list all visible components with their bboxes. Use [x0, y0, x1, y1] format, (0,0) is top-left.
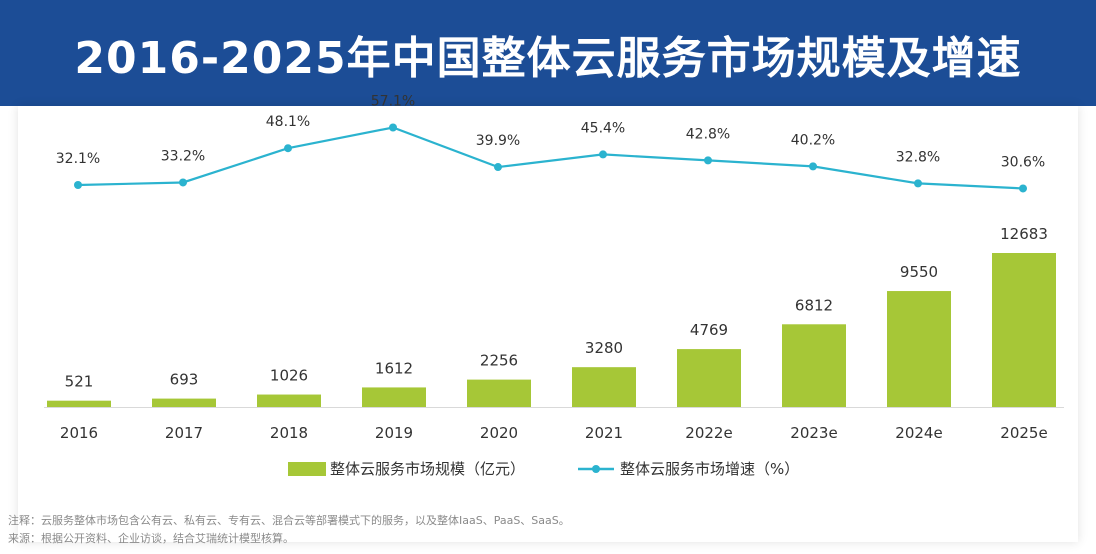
line-point-2017 [179, 178, 187, 187]
x-tick-label-2023e: 2023e [790, 424, 837, 442]
bar-2024e [887, 291, 951, 407]
line-value-label-2019: 57.1% [371, 94, 415, 110]
line-value-label-2016: 32.1% [56, 151, 100, 167]
bar-2022e [677, 349, 741, 407]
legend-bar-label: 整体云服务市场规模（亿元） [330, 460, 525, 478]
x-tick-label-2022e: 2022e [685, 424, 732, 442]
bar-2016 [47, 400, 111, 407]
footnote-note: 注释：云服务整体市场包含公有云、私有云、专有云、混合云等部署模式下的服务，以及整… [8, 514, 570, 527]
x-tick-label-2018: 2018 [270, 424, 308, 442]
footnote: 注释：云服务整体市场包含公有云、私有云、专有云、混合云等部署模式下的服务，以及整… [8, 512, 1088, 548]
legend-bar-swatch [288, 462, 326, 476]
x-tick-label-2025e: 2025e [1000, 424, 1047, 442]
bar-value-label-2021: 3280 [585, 339, 623, 357]
line-layer [74, 123, 1027, 193]
line-point-2022e [704, 156, 712, 165]
line-value-label-2020: 39.9% [476, 133, 520, 149]
line-value-label-2017: 33.2% [161, 148, 205, 164]
line-point-2021 [599, 150, 607, 159]
bar-value-label-2022e: 4769 [690, 321, 728, 339]
x-tick-label-2021: 2021 [585, 424, 623, 442]
bar-value-label-2020: 2256 [480, 352, 518, 370]
bar-value-label-2017: 693 [170, 371, 199, 389]
legend-line-label: 整体云服务市场增速（%） [620, 460, 799, 478]
line-point-2020 [494, 163, 502, 172]
footnote-source: 来源：根据公开资料、企业访谈，结合艾瑞统计模型核算。 [8, 532, 294, 545]
chart-svg: 521 2016 32.1% 693 2017 33.2% 1026 2018 48.1% 161… [44, 94, 1064, 478]
legend: 整体云服务市场规模（亿元） 整体云服务市场增速（%） [288, 460, 799, 478]
labels-layer: 521 2016 32.1% 693 2017 33.2% 1026 2018 48.1% 161… [56, 94, 1048, 443]
bar-2020 [467, 379, 531, 407]
line-value-label-2021: 45.4% [581, 120, 625, 136]
x-tick-label-2019: 2019 [375, 424, 413, 442]
bars-layer [44, 253, 1064, 408]
bar-value-label-2018: 1026 [270, 367, 308, 385]
legend-line-marker [592, 465, 600, 473]
bar-value-label-2025e: 12683 [1000, 225, 1048, 243]
bar-2018 [257, 394, 321, 407]
x-tick-label-2017: 2017 [165, 424, 203, 442]
line-value-label-2022e: 42.8% [686, 126, 730, 142]
line-point-2023e [809, 162, 817, 171]
line-value-label-2025e: 30.6% [1001, 154, 1045, 170]
line-value-label-2024e: 32.8% [896, 149, 940, 165]
bar-value-label-2024e: 9550 [900, 263, 938, 281]
bar-value-label-2023e: 6812 [795, 296, 833, 314]
line-point-2018 [284, 144, 292, 153]
x-tick-label-2024e: 2024e [895, 424, 942, 442]
growth-line [77, 126, 1024, 190]
x-tick-label-2016: 2016 [60, 424, 98, 442]
line-point-2025e [1019, 184, 1027, 193]
line-point-2024e [914, 179, 922, 188]
bar-2017 [152, 398, 216, 407]
bar-value-label-2016: 521 [65, 373, 94, 391]
bar-2025e [992, 253, 1056, 407]
x-tick-label-2020: 2020 [480, 424, 518, 442]
line-point-2016 [74, 181, 82, 189]
title-band: 2016-2025年中国整体云服务市场规模及增速 [0, 0, 1096, 106]
line-value-label-2018: 48.1% [266, 114, 310, 130]
bar-2023e [782, 324, 846, 407]
bar-value-label-2019: 1612 [375, 359, 413, 377]
bar-2019 [362, 387, 426, 407]
bar-2021 [572, 367, 636, 407]
line-point-2019 [389, 123, 397, 132]
chart-title: 2016-2025年中国整体云服务市场规模及增速 [74, 33, 1022, 84]
line-value-label-2023e: 40.2% [791, 132, 835, 148]
